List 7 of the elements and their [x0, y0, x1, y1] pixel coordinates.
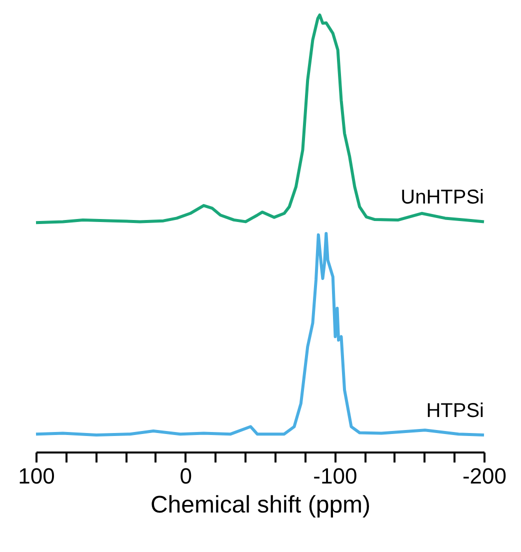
series-label: UnHTPSi [400, 186, 484, 209]
x-axis-title: Chemical shift (ppm) [150, 492, 371, 518]
x-tick-label: -200 [462, 464, 507, 488]
x-tick-label: -100 [313, 464, 358, 488]
x-tick-label: 0 [180, 464, 192, 488]
series-label: HTPSi [426, 400, 484, 422]
x-tick-label: 100 [18, 464, 55, 488]
